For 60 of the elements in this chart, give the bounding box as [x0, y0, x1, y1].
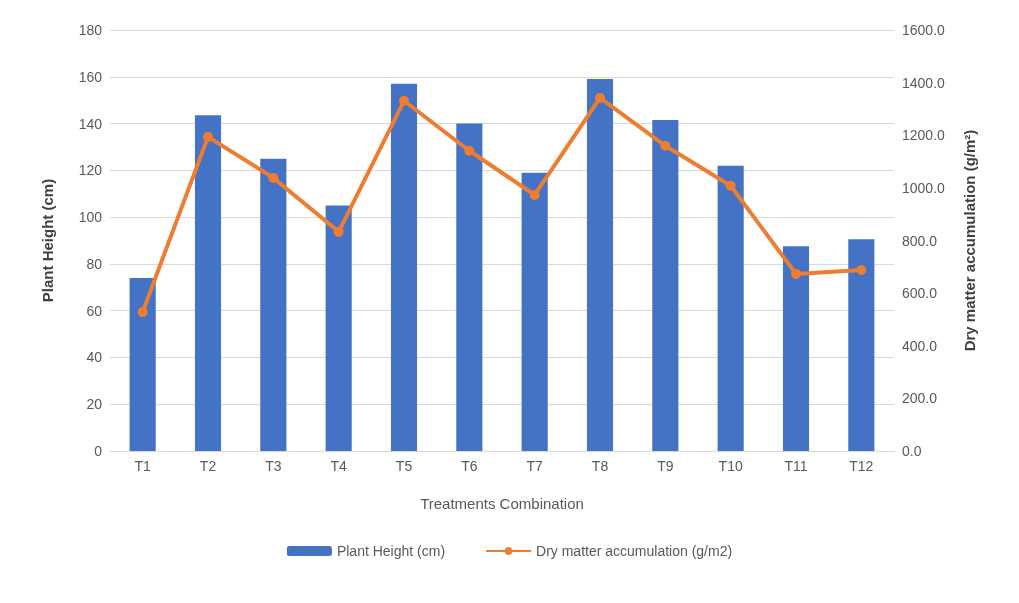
point: [660, 140, 671, 151]
y-tick-label: 40: [86, 349, 103, 366]
y2-tick-label: 1200.0: [902, 127, 946, 144]
bar: [717, 165, 744, 451]
x-tick-label: T7: [526, 458, 544, 474]
legend-label: Plant Height (cm): [336, 543, 446, 559]
bar: [586, 79, 614, 451]
y-axis-title: Plant Height (cm): [39, 178, 56, 303]
x-tick-label: T5: [395, 458, 413, 474]
bar: [521, 172, 548, 451]
bar: [390, 83, 418, 451]
point: [856, 264, 867, 275]
bar: [652, 120, 679, 451]
point: [791, 268, 801, 279]
bar: [325, 205, 352, 451]
bar: [129, 277, 156, 451]
y-tick-label: 140: [78, 115, 103, 132]
y-tick-label: 60: [86, 302, 103, 319]
point: [268, 172, 279, 183]
y2-tick-label: 0.0: [902, 443, 922, 459]
y2-tick-label: 800.0: [902, 232, 938, 249]
x-axis-title: Treatments Combination: [420, 495, 584, 512]
y2-tick-label: 1000.0: [902, 179, 946, 196]
bar: [194, 115, 222, 451]
point: [464, 145, 475, 156]
legend-label: Dry matter accumulation (g/m2): [536, 543, 733, 559]
point: [595, 92, 605, 103]
point: [137, 307, 148, 318]
y2-tick-label: 400.0: [902, 337, 938, 354]
bar: [260, 158, 287, 451]
point: [399, 95, 409, 106]
y2-tick-label: 200.0: [902, 390, 938, 407]
point: [203, 131, 213, 142]
y2-tick-label: 1400.0: [902, 74, 946, 91]
x-tick-label: T9: [657, 458, 674, 474]
bar: [782, 246, 810, 451]
y2-tick-label: 600.0: [902, 285, 938, 302]
bar: [848, 239, 875, 451]
x-tick-label: T11: [784, 458, 808, 474]
y-tick-label: 100: [78, 209, 103, 226]
point: [725, 180, 736, 191]
y-tick-label: 180: [78, 22, 103, 38]
y-tick-label: 160: [78, 68, 103, 85]
x-tick-label: T10: [718, 458, 743, 474]
y2-tick-label: 1600.0: [902, 22, 946, 38]
x-tick-label: T1: [134, 458, 152, 474]
y-tick-label: 20: [86, 396, 103, 413]
x-tick-label: T12: [849, 458, 874, 474]
x-tick-label: T8: [591, 458, 609, 474]
x-tick-label: T4: [330, 458, 348, 474]
y-tick-label: 0: [94, 443, 103, 459]
x-tick-label: T2: [199, 458, 217, 474]
y-tick-label: 120: [78, 162, 103, 179]
x-tick-label: T3: [265, 458, 282, 474]
bar: [456, 123, 483, 451]
y2-axis-title: Dry matter accumulation (g/m²): [961, 129, 978, 352]
x-tick-label: T6: [461, 458, 478, 474]
point: [529, 189, 540, 200]
point: [333, 226, 344, 237]
y-tick-label: 80: [86, 255, 103, 272]
